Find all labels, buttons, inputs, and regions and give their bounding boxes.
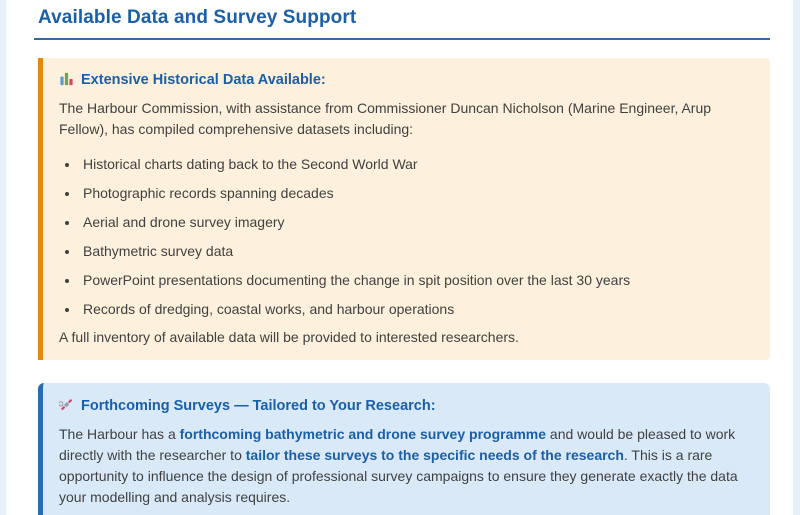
section-divider [34, 38, 770, 40]
content-area: Available Data and Survey Support Extens… [6, 0, 793, 515]
historical-footer-note: A full inventory of available data will … [59, 329, 519, 345]
historical-data-callout: Extensive Historical Data Available: The… [38, 58, 770, 360]
page-title: Available Data and Survey Support [38, 7, 357, 28]
forthcoming-surveys-heading: Forthcoming Surveys — Tailored to Your R… [58, 395, 750, 417]
satellite-icon [58, 397, 74, 412]
list-item: Aerial and drone survey imagery [80, 212, 750, 233]
historical-data-title: Extensive Historical Data Available: [81, 72, 326, 88]
list-item: Records of dredging, coastal works, and … [80, 299, 750, 320]
historical-bullet-list: Historical charts dating back to the Sec… [59, 154, 750, 320]
historical-data-heading: Extensive Historical Data Available: [59, 69, 750, 91]
historical-intro-text: The Harbour Commission, with assistance … [59, 100, 712, 137]
bar-chart-icon [59, 71, 74, 86]
forthcoming-surveys-text: The Harbour has a forthcoming bathymetri… [59, 424, 750, 508]
forthcoming-surveys-callout: Forthcoming Surveys — Tailored to Your R… [38, 383, 770, 515]
list-item: PowerPoint presentations documenting the… [80, 270, 750, 291]
text-segment: and would be pleased to work directly wi… [59, 426, 736, 463]
text-segment: . This is a rare opportunity to influenc… [59, 447, 738, 505]
list-item: Historical charts dating back to the Sec… [80, 154, 750, 175]
text-segment-bold: forthcoming bathymetric and drone survey… [179, 426, 547, 442]
text-segment-bold: tailor these surveys to the specific nee… [245, 447, 624, 463]
list-item: Photographic records spanning decades [80, 183, 750, 204]
list-item: Bathymetric survey data [80, 241, 750, 262]
text-segment: The Harbour has a [59, 426, 180, 442]
forthcoming-surveys-title: Forthcoming Surveys — Tailored to Your R… [81, 398, 436, 414]
